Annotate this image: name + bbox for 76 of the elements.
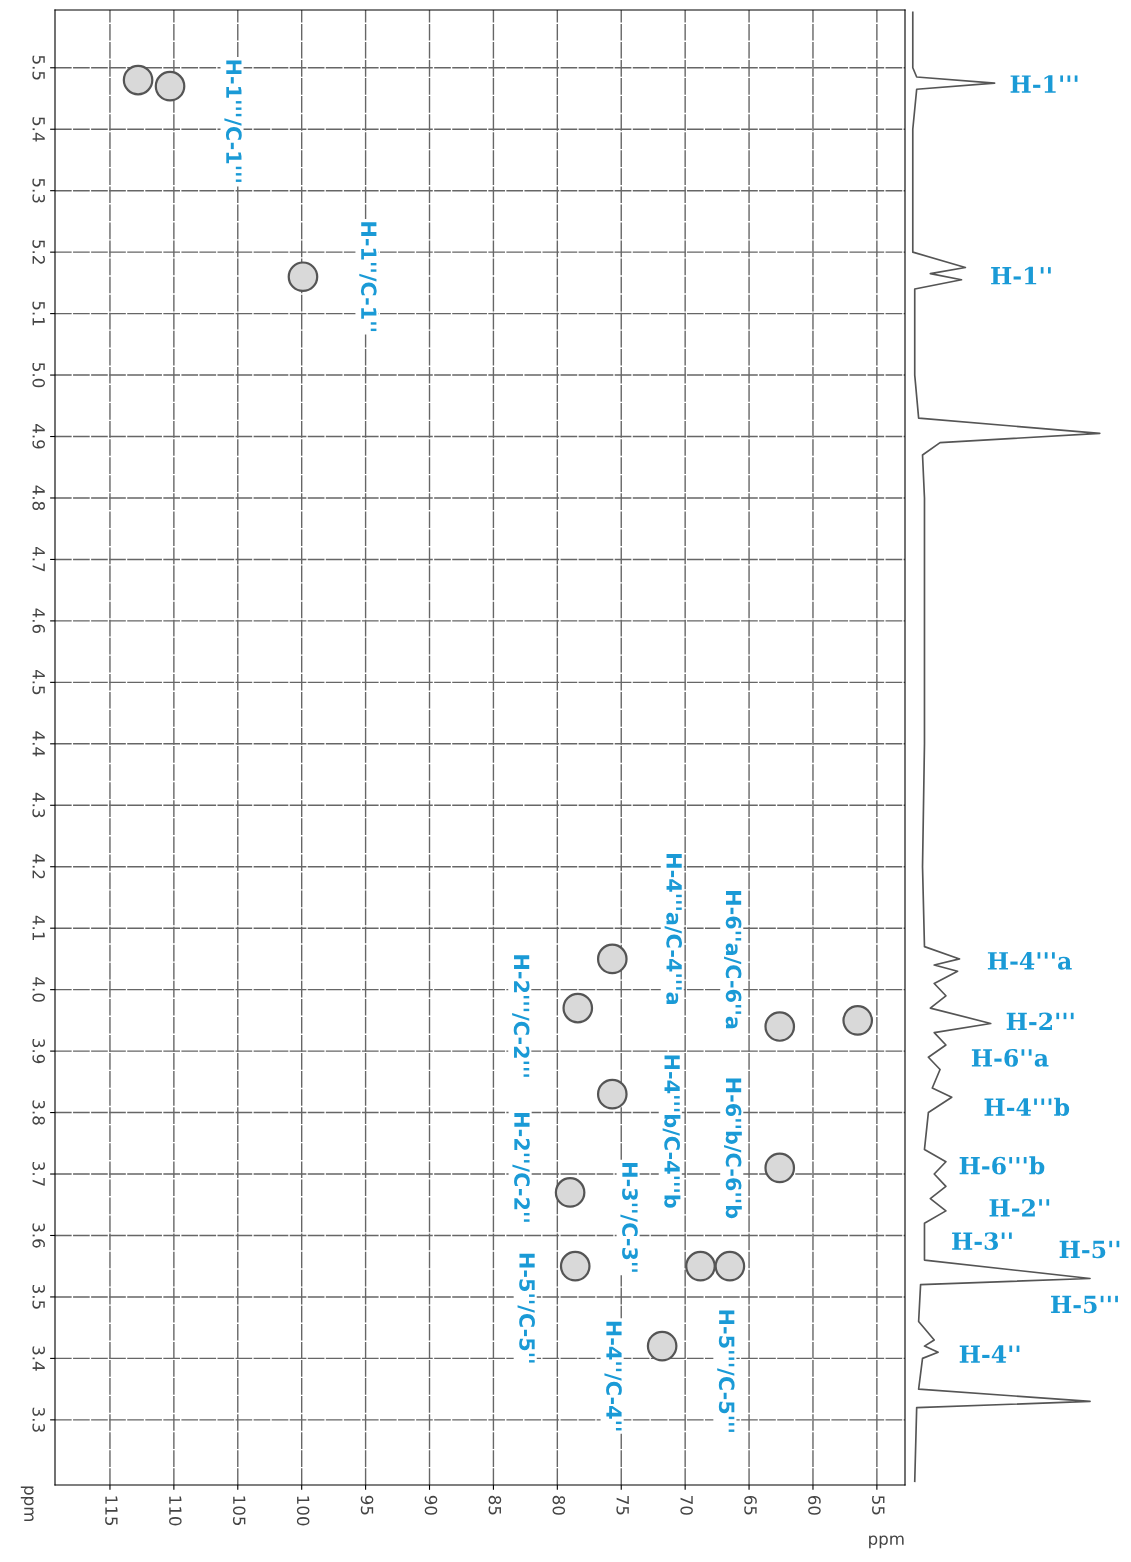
annotation: H-2'': [989, 1198, 1050, 1217]
annotation: H-3'': [952, 1232, 1012, 1251]
annotation: H-5''/C-5'': [517, 1253, 535, 1363]
point: [714, 1250, 746, 1282]
annotation: H-4'''b: [984, 1097, 1070, 1117]
x-tick-label: 60: [808, 1495, 821, 1515]
x-tick-label: 105: [232, 1496, 246, 1526]
y-tick-label: 4.3: [32, 792, 45, 818]
point: [562, 992, 594, 1024]
y-tick-label: 4.9: [32, 424, 45, 449]
point: [122, 64, 154, 96]
annotation: H-5''': [1051, 1295, 1118, 1314]
x-tick-label: 115: [105, 1496, 118, 1526]
y-tick-label: 4.4: [32, 731, 45, 757]
y-tick-label: 3.4: [32, 1346, 45, 1371]
y-tick-label: 3.6: [32, 1223, 45, 1248]
point: [842, 1005, 874, 1036]
y-tick-label: 5.4: [32, 117, 45, 142]
y-tick-label: 5.1: [32, 301, 45, 326]
annotation: H-2'''/C-2''': [512, 955, 530, 1077]
point: [554, 1177, 586, 1208]
y-tick-label: 3.8: [32, 1100, 45, 1125]
point: [596, 943, 628, 975]
y-tick-label: 4.7: [32, 547, 45, 572]
y-tick-label: 4.2: [32, 854, 45, 879]
y-tick-label: 3.5: [32, 1284, 45, 1309]
annotation: H-6'''b: [959, 1156, 1045, 1175]
annotation: H-4'''a/C-4'''a: [664, 854, 683, 1005]
annotation: H-4'''a: [987, 951, 1072, 970]
point: [764, 1152, 796, 1184]
annotation: H-4'': [959, 1345, 1020, 1363]
annotation: H-6''b/C-6''b: [724, 1078, 742, 1219]
x-tick-label: 100: [296, 1496, 310, 1526]
annotation: H-1'''/C-1''': [224, 60, 242, 182]
y-tick-label: 4.1: [32, 915, 45, 940]
annotation: H-4''/C-4'': [604, 1321, 622, 1431]
y-tick-label: 4.8: [32, 485, 45, 511]
point: [764, 1011, 796, 1042]
annotation: H-5'''/C-5''': [717, 1310, 735, 1432]
y-tick-label: 5.3: [32, 178, 45, 203]
annotation: H-4'''b/C-4'''b: [662, 1055, 681, 1208]
point: [154, 70, 186, 102]
point: [685, 1250, 716, 1282]
annotation: H-2''/C-2'': [512, 1113, 530, 1222]
annotation: H-1'': [991, 266, 1051, 285]
annotation: H-6''a/C-6''a: [724, 891, 742, 1029]
annotation: H-2''': [1006, 1012, 1074, 1030]
x-axis-title: ppm: [869, 1535, 904, 1549]
y-tick-label: 3.3: [32, 1407, 45, 1432]
y-tick-label: 4.6: [32, 608, 45, 634]
annotation: H-1''/C-1'': [359, 222, 377, 332]
x-tick-label: 65: [744, 1495, 757, 1515]
y-tick-label: 5.5: [32, 55, 45, 80]
annotation: H-5'': [1059, 1240, 1120, 1259]
y-tick-label: 3.9: [32, 1039, 45, 1064]
point: [646, 1330, 678, 1362]
x-tick-label: 55: [872, 1496, 885, 1515]
x-tick-label: 95: [360, 1495, 374, 1515]
y-tick-label: 3.7: [32, 1162, 45, 1186]
x-tick-label: 85: [488, 1495, 502, 1515]
x-tick-label: 110: [169, 1496, 182, 1526]
annotation: H-3''/C-3'': [620, 1163, 638, 1272]
x-tick-label: 70: [680, 1496, 693, 1515]
x-tick-label: 75: [616, 1496, 629, 1515]
x-tick-label: 80: [552, 1495, 566, 1515]
y-axis-title: ppm: [20, 1486, 34, 1521]
annotation: H-6''a: [971, 1048, 1049, 1067]
y-tick-label: 5.2: [32, 240, 45, 264]
point: [596, 1078, 628, 1110]
point: [287, 261, 319, 293]
point: [559, 1250, 591, 1282]
x-tick-label: 90: [424, 1495, 438, 1515]
y-tick-label: 4.5: [32, 669, 45, 695]
annotation: H-1''': [1010, 75, 1078, 93]
y-tick-label: 5.0: [32, 363, 45, 388]
y-tick-label: 4.0: [32, 977, 45, 1002]
